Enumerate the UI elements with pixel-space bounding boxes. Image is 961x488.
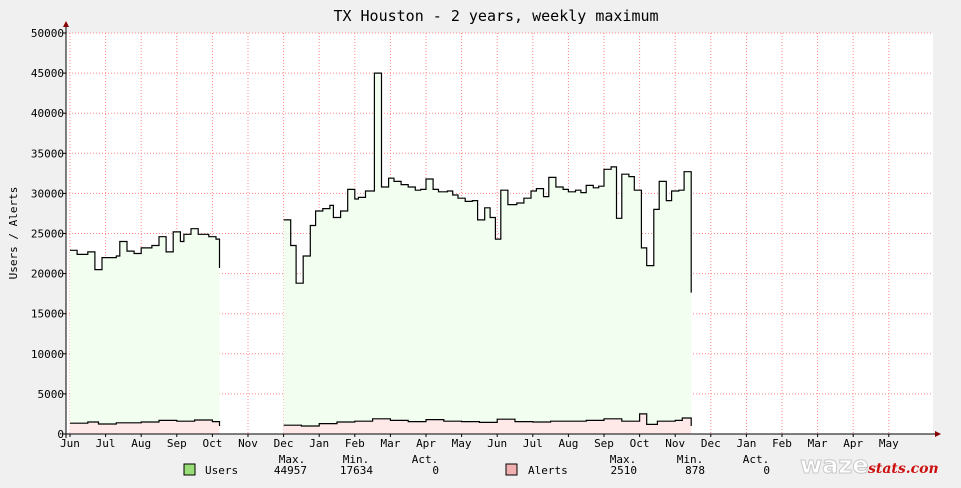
x-tick-label: Jan <box>736 437 756 450</box>
y-tick-label: 15000 <box>31 308 64 321</box>
tick-labels: 0 5000 10000 15000 20000 25000 30000 35000 40000… <box>31 27 899 450</box>
x-tick-label: Jun <box>487 437 507 450</box>
legend-max-alerts: 2510 <box>611 464 638 477</box>
series-area-users <box>70 228 220 434</box>
legend-act-alerts: 0 <box>763 464 770 477</box>
x-tick-label: Nov <box>238 437 258 450</box>
series-line-users <box>70 228 221 271</box>
grid-lines <box>66 32 933 434</box>
logo-text-waze: waze <box>800 451 869 479</box>
series-area-users <box>283 73 692 434</box>
x-tick-label: Jul <box>523 437 543 450</box>
series-line-users <box>283 72 692 293</box>
series-line-alerts <box>70 419 221 426</box>
x-tick-label: Oct <box>630 437 650 450</box>
wazestats-logo: waze stats.com <box>800 451 939 480</box>
y-tick-label: 0 <box>57 428 64 441</box>
y-tick-label: 20000 <box>31 268 64 281</box>
x-tick-label: Mar <box>380 437 400 450</box>
legend-header-act-users: Act. <box>412 453 439 466</box>
y-tick-label: 40000 <box>31 107 64 120</box>
y-tick-label: 10000 <box>31 348 64 361</box>
legend-swatch-users <box>183 463 196 476</box>
legend-label-users: Users <box>205 464 238 477</box>
legend-min-users: 17634 <box>340 464 373 477</box>
y-axis-label: Users / Alerts <box>7 187 20 280</box>
x-tick-label: Jun <box>60 437 80 450</box>
y-axis-arrow <box>63 21 69 27</box>
legend-max-users: 44957 <box>274 464 307 477</box>
x-tick-label: Dec <box>701 437 721 450</box>
x-tick-label: Oct <box>202 437 222 450</box>
legend-min-alerts: 878 <box>685 464 705 477</box>
y-tick-label: 50000 <box>31 27 64 40</box>
x-tick-label: Jan <box>309 437 329 450</box>
series-layer <box>70 72 692 434</box>
legend-header-min-alerts: Min. <box>677 453 704 466</box>
legend-header-act-alerts: Act. <box>743 453 770 466</box>
x-tick-label: May <box>879 437 899 450</box>
x-tick-label: Mar <box>808 437 828 450</box>
y-tick-label: 30000 <box>31 187 64 200</box>
x-tick-label: Apr <box>843 437 863 450</box>
legend-header-min-users: Min. <box>343 453 370 466</box>
x-tick-label: Aug <box>131 437 151 450</box>
x-tick-label: Apr <box>416 437 436 450</box>
y-tick-label: 25000 <box>31 228 64 241</box>
x-tick-label: Aug <box>558 437 578 450</box>
x-tick-label: Sep <box>167 437 187 450</box>
y-tick-label: 5000 <box>38 388 65 401</box>
y-tick-label: 45000 <box>31 67 64 80</box>
legend: Max. Min. Act. Max. Min. Act. Users 4495… <box>183 453 770 477</box>
logo-text-stats: stats.com <box>868 461 938 477</box>
legend-header-max-alerts: Max. <box>610 453 637 466</box>
y-tick-label: 35000 <box>31 147 64 160</box>
legend-swatch-alerts <box>505 463 518 476</box>
series-line-alerts <box>283 413 692 427</box>
x-tick-label: Nov <box>665 437 685 450</box>
x-tick-label: Jul <box>96 437 116 450</box>
series-area-alerts <box>70 420 220 434</box>
legend-label-alerts: Alerts <box>528 464 568 477</box>
legend-header-max-users: Max. <box>279 453 306 466</box>
legend-act-users: 0 <box>432 464 439 477</box>
axes <box>62 21 941 438</box>
chart-title: TX Houston - 2 years, weekly maximum <box>333 7 658 25</box>
x-axis-arrow <box>935 431 941 437</box>
x-tick-label: Feb <box>772 437 792 450</box>
x-tick-label: Dec <box>274 437 294 450</box>
x-tick-label: May <box>452 437 472 450</box>
x-tick-label: Feb <box>345 437 365 450</box>
x-tick-label: Sep <box>594 437 614 450</box>
